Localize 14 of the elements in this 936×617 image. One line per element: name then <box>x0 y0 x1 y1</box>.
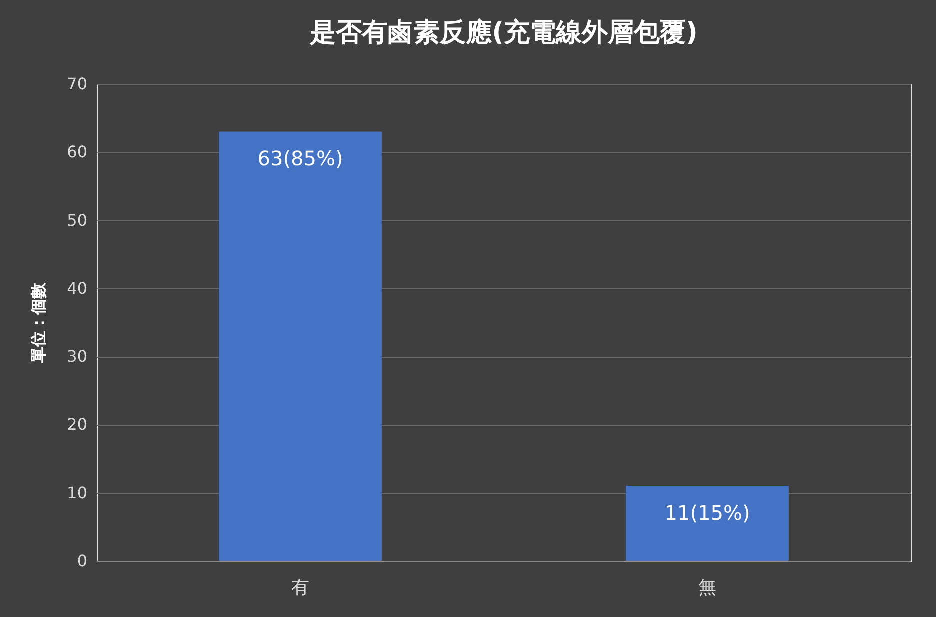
y-tick-label: 0 <box>77 552 88 570</box>
y-tick-label: 60 <box>67 142 88 162</box>
y-tick-label: 30 <box>67 347 88 366</box>
chart-title: 是否有鹵素反應(充電線外層包覆) <box>309 18 698 48</box>
x-tick-label: 有 <box>292 578 310 598</box>
data-label: 63(85%) <box>258 146 344 171</box>
y-tick-label: 40 <box>67 278 88 298</box>
y-tick-label: 20 <box>67 415 88 434</box>
y-tick-label: 70 <box>67 74 88 94</box>
y-axis-title: 單位：個數 <box>29 282 48 364</box>
data-label: 11(15%) <box>664 501 750 526</box>
x-tick-label: 無 <box>698 578 716 598</box>
y-tick-label: 50 <box>67 210 88 230</box>
y-tick-label: 10 <box>67 483 88 502</box>
